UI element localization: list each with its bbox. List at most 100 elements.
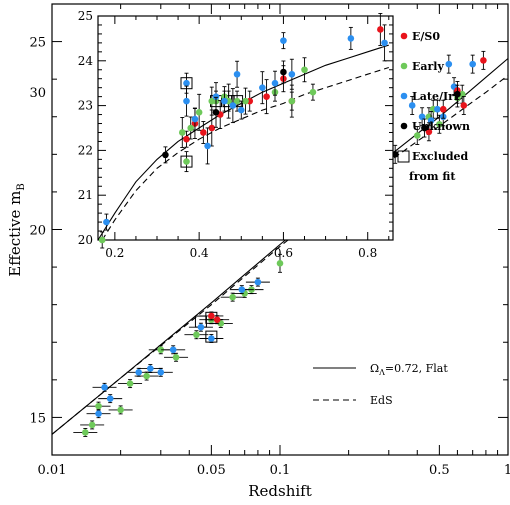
y-tick-label: 25 bbox=[29, 36, 46, 51]
inset-y-tick-label: 22 bbox=[78, 143, 93, 157]
inset-plot-frame bbox=[97, 15, 394, 241]
inset-x-tick-label: 0.8 bbox=[358, 246, 377, 260]
main-point-e-s0 bbox=[439, 105, 447, 113]
inset-excluded-point bbox=[233, 97, 241, 105]
inset-point-unknown bbox=[212, 109, 220, 116]
x-tick-label: 1 bbox=[504, 463, 510, 478]
legend-marker-e-s0 bbox=[400, 32, 408, 40]
main-point-e-s0 bbox=[213, 316, 221, 324]
x-tick-label: 0.05 bbox=[197, 463, 226, 478]
y-tick-label: 15 bbox=[29, 411, 46, 426]
inset-point-late-irr bbox=[212, 93, 220, 100]
inset-point-unknown bbox=[162, 151, 169, 159]
main-point-late-irr bbox=[197, 323, 205, 331]
main-point-early bbox=[276, 260, 284, 267]
main-point-unknown bbox=[421, 124, 428, 132]
inset-point-late-irr bbox=[347, 35, 355, 42]
main-point-late-irr bbox=[106, 395, 114, 402]
line-legend-label-sub: Λ bbox=[378, 368, 385, 377]
x-tick-label: 0.01 bbox=[38, 463, 67, 478]
main-point-late-irr bbox=[238, 286, 246, 293]
main-point-early bbox=[436, 120, 443, 128]
main-point-late-irr bbox=[469, 60, 476, 68]
main-point-e-s0 bbox=[208, 312, 215, 320]
main-point-early bbox=[413, 132, 421, 139]
inset-point-early bbox=[288, 97, 296, 105]
legend-marker-early bbox=[400, 62, 408, 70]
inset-x-tick-label: 0.6 bbox=[274, 246, 293, 260]
inset-point-late-irr bbox=[191, 115, 199, 123]
main-point-early bbox=[143, 372, 150, 380]
inset-curve-eds bbox=[101, 66, 389, 241]
inset-point-late-irr bbox=[381, 39, 388, 47]
inset-y-tick-label: 20 bbox=[78, 233, 93, 247]
inset-point-early bbox=[195, 109, 203, 116]
inset-point-late-irr bbox=[259, 84, 266, 91]
main-point-late-irr bbox=[254, 278, 262, 286]
line-legend-label: ΩΛ=0.72, Flat bbox=[370, 362, 448, 377]
line-legend-label: EdS bbox=[370, 394, 393, 407]
main-point-late-irr bbox=[208, 335, 215, 342]
main-point-early bbox=[458, 90, 466, 98]
main-point-late-irr bbox=[427, 117, 435, 124]
line-legend-label-rest: =0.72, Flat bbox=[385, 362, 448, 375]
inset-point-late-irr bbox=[233, 70, 241, 78]
main-point-late-irr bbox=[445, 60, 453, 68]
main-point-late-irr bbox=[135, 369, 142, 376]
legend-label: Late/Irr bbox=[412, 90, 460, 103]
main-point-late-irr bbox=[95, 410, 102, 417]
main-point-early bbox=[193, 331, 200, 339]
legend-label: Unknown bbox=[412, 120, 470, 133]
legend-label: Early bbox=[412, 60, 444, 73]
inset-point-late-irr bbox=[183, 97, 190, 105]
inset-x-tick-label: 0.2 bbox=[105, 246, 124, 260]
line-legend-label-prefix: Ω bbox=[370, 362, 379, 375]
main-point-early bbox=[229, 293, 236, 301]
inset-point-late-irr bbox=[280, 37, 287, 44]
legend-marker-excluded bbox=[397, 150, 410, 163]
inset-point-late-irr bbox=[229, 102, 237, 109]
inset-point-late-irr bbox=[221, 97, 228, 105]
inset-excluded-point bbox=[183, 79, 190, 87]
main-point-early bbox=[157, 346, 165, 354]
y-axis-title-sub: B bbox=[16, 183, 27, 190]
main-point-early bbox=[117, 406, 124, 414]
main-point-late-irr bbox=[434, 105, 441, 113]
main-point-late-irr bbox=[157, 369, 165, 376]
inset-x-tick-label: 0.4 bbox=[190, 246, 209, 260]
inset-point-early bbox=[178, 129, 186, 136]
inset-point-early bbox=[208, 97, 216, 105]
inset-point-e-s0 bbox=[208, 124, 216, 132]
inset-point-early bbox=[98, 236, 106, 244]
inset-point-early bbox=[301, 66, 308, 74]
line-legend-label-prefix: EdS bbox=[370, 394, 393, 407]
inset-point-early bbox=[309, 88, 317, 96]
inset-point-late-irr bbox=[237, 106, 245, 114]
main-point-late-irr bbox=[147, 365, 154, 372]
y-axis-title-main: Effective m bbox=[6, 191, 24, 277]
main-point-late-irr bbox=[169, 346, 177, 354]
inset-y-tick-label: 25 bbox=[78, 9, 93, 23]
main-curve-flat bbox=[51, 58, 509, 435]
inset-y-tick-label: 24 bbox=[78, 54, 94, 68]
legend-label: E/S0 bbox=[412, 30, 440, 43]
inset-point-e-s0 bbox=[377, 26, 384, 33]
legend-label: from fit bbox=[409, 170, 456, 183]
main-point-e-s0 bbox=[425, 128, 433, 136]
main-point-early bbox=[82, 429, 89, 436]
inset-excluded-point bbox=[183, 158, 190, 165]
inset-point-late-irr bbox=[271, 79, 279, 87]
inset-point-e-s0 bbox=[263, 93, 270, 100]
y-tick-label: 20 bbox=[29, 224, 46, 239]
inset-point-e-s0 bbox=[183, 135, 190, 143]
main-point-late-irr bbox=[101, 384, 108, 391]
inset-y-tick-label: 23 bbox=[78, 99, 93, 113]
main-point-early bbox=[126, 380, 134, 387]
inset-point-late-irr bbox=[204, 142, 211, 150]
y-tick-label: 30 bbox=[29, 86, 46, 101]
legend-marker-late-irr bbox=[400, 92, 408, 100]
main-point-e-s0 bbox=[460, 102, 468, 109]
main-point-late-irr bbox=[408, 102, 416, 109]
